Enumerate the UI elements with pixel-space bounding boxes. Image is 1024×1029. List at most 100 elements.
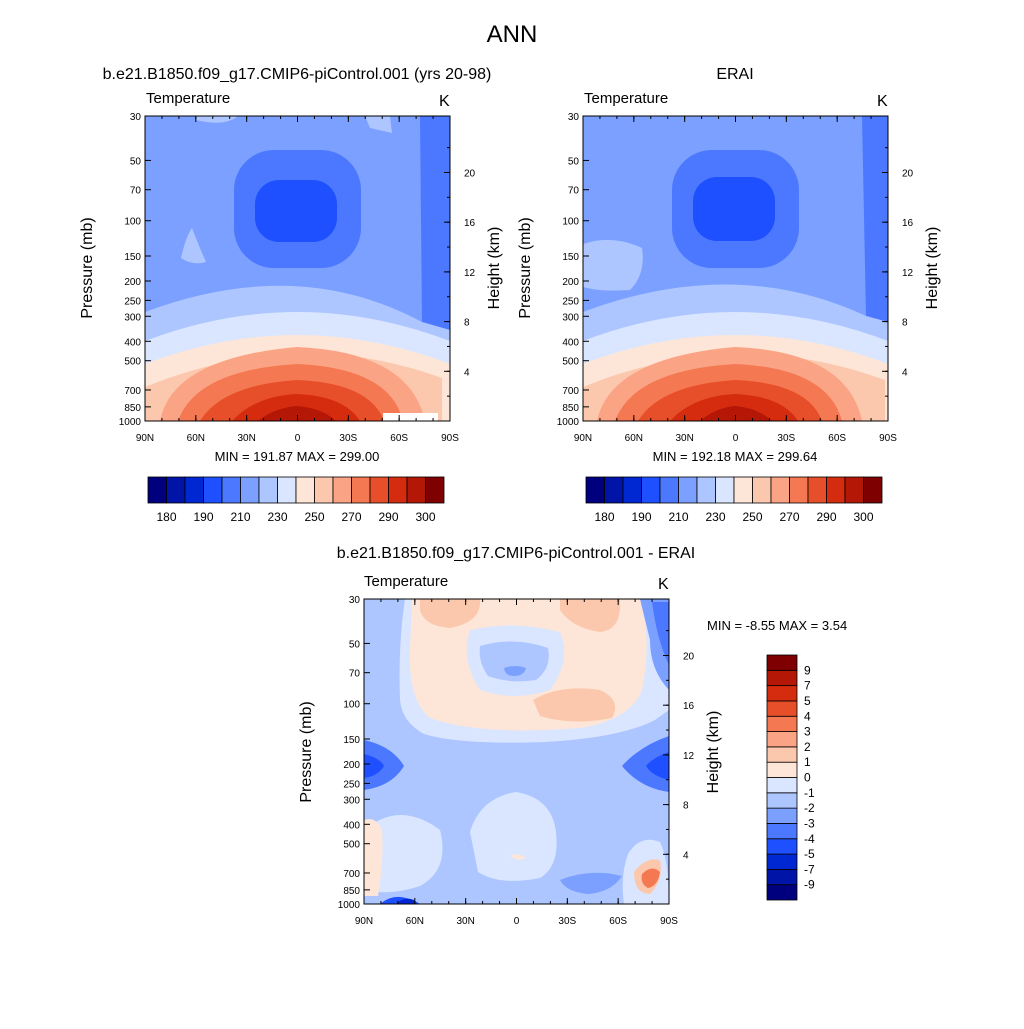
colorbar-box [766, 654, 798, 671]
x-tick-label: 30N [237, 433, 255, 444]
y-tick-label: 300 [343, 795, 360, 806]
colorbar-label: 270 [341, 510, 361, 524]
panel-diff: b.e21.B1850.f09_g17.CMIP6-piControl.001 … [298, 545, 847, 927]
y-tick-label: 1000 [557, 417, 580, 428]
y-tick-label: 1000 [338, 900, 361, 911]
y2-tick-label: 20 [464, 168, 476, 179]
y2-tick-label: 12 [902, 268, 914, 279]
y-tick-label: 70 [568, 186, 580, 197]
y-tick-label: 200 [343, 760, 360, 771]
y2-tick-label: 12 [464, 268, 476, 279]
colorbar-box [766, 746, 798, 763]
panel-title: ERAI [716, 66, 753, 83]
x-tick-label: 90N [355, 916, 373, 927]
colorbar-box [766, 731, 798, 748]
x-tick-label: 60N [406, 916, 424, 927]
units-label: K [877, 93, 888, 110]
colorbar-box [770, 476, 790, 504]
y2-tick-label: 20 [902, 168, 914, 179]
colorbar-box [766, 700, 798, 717]
y2-axis-label: Height (km) [486, 227, 503, 310]
y-tick-label: 30 [349, 595, 361, 606]
colorbar-label: 210 [230, 510, 250, 524]
colorbar-box [240, 476, 260, 504]
y-axis-label: Pressure (mb) [517, 217, 534, 318]
contour-field [364, 599, 669, 904]
colorbar-box [585, 476, 605, 504]
colorbar-box [766, 807, 798, 824]
y2-axis-label: Height (km) [924, 227, 941, 310]
colorbar-label: -1 [804, 786, 815, 800]
colorbar-box [678, 476, 698, 504]
y2-tick-label: 4 [683, 850, 689, 861]
colorbar-box [715, 476, 735, 504]
y2-tick-label: 8 [902, 318, 908, 329]
colorbar-label: 180 [156, 510, 176, 524]
y-axis-label: Pressure (mb) [298, 701, 315, 802]
axes: 90N 60N 30N 0 30S 60S 90S 30 50 70 100 150 200 250 300… [557, 112, 914, 444]
axes: 90N 60N 30N 0 30S 60S 90S 30 50 70 100 150 200 250 300… [119, 112, 476, 444]
panel-model: b.e21.B1850.f09_g17.CMIP6-piControl.001 … [79, 66, 503, 524]
colorbar-box [766, 685, 798, 702]
colorbar-box [733, 476, 753, 504]
y2-tick-label: 4 [902, 367, 908, 378]
y-tick-label: 700 [562, 386, 579, 397]
y2-tick-label: 8 [464, 318, 470, 329]
y-tick-label: 70 [130, 186, 142, 197]
y-tick-label: 200 [124, 277, 141, 288]
colorbar-label: 250 [742, 510, 762, 524]
colorbar-box [425, 476, 445, 504]
colorbar-label: 210 [668, 510, 688, 524]
colorbar-label: 5 [804, 694, 811, 708]
colorbar-box [147, 476, 167, 504]
colorbar-label: 250 [304, 510, 324, 524]
x-tick-label: 90S [660, 916, 678, 927]
y-tick-label: 1000 [119, 417, 142, 428]
stats-label: MIN = 192.18 MAX = 299.64 [653, 449, 818, 464]
colorbar: 9 754 321 0-1-2-3 -4-5-7 -9 [766, 654, 815, 901]
colorbar-box [766, 823, 798, 840]
colorbar-box [826, 476, 846, 504]
colorbar-box [406, 476, 426, 504]
colorbar-label: -3 [804, 816, 815, 830]
colorbar-label: -9 [804, 878, 815, 892]
colorbar-box [766, 884, 798, 901]
x-tick-label: 0 [514, 916, 520, 927]
colorbar-box [766, 761, 798, 778]
page-title: ANN [487, 21, 538, 48]
contour-field [583, 116, 888, 421]
y-tick-label: 300 [562, 312, 579, 323]
y-tick-label: 400 [562, 337, 579, 348]
panel-title: b.e21.B1850.f09_g17.CMIP6-piControl.001 … [337, 545, 695, 562]
colorbar-label: 190 [193, 510, 213, 524]
colorbar-box [184, 476, 204, 504]
colorbar-label: 290 [378, 510, 398, 524]
y2-tick-label: 4 [464, 367, 470, 378]
axes: 90N 60N 30N 0 30S 60S 90S 30 50 70 100 150 200 250 300… [338, 595, 695, 927]
colorbar-label: 300 [853, 510, 873, 524]
y2-tick-label: 16 [683, 701, 695, 712]
colorbar: 180 190 210 230 250 270 290 300 [147, 476, 445, 524]
y2-tick-label: 8 [683, 801, 689, 812]
x-tick-label: 90S [441, 433, 459, 444]
colorbar-box [622, 476, 642, 504]
colorbar-box [258, 476, 278, 504]
x-tick-label: 90N [574, 433, 592, 444]
y-tick-label: 100 [124, 217, 141, 228]
y2-tick-label: 20 [683, 651, 695, 662]
y-tick-label: 400 [343, 820, 360, 831]
y-tick-label: 700 [124, 386, 141, 397]
y-tick-label: 30 [568, 112, 580, 123]
panel-title: b.e21.B1850.f09_g17.CMIP6-piControl.001 … [103, 66, 492, 83]
colorbar-label: 230 [705, 510, 725, 524]
y-tick-label: 50 [130, 156, 142, 167]
y-tick-label: 400 [124, 337, 141, 348]
x-tick-label: 0 [733, 433, 739, 444]
x-tick-label: 0 [295, 433, 301, 444]
variable-label: Temperature [364, 573, 448, 590]
variable-label: Temperature [584, 90, 668, 107]
colorbar-label: -7 [804, 862, 815, 876]
colorbar-label: 7 [804, 679, 811, 693]
y-axis-label: Pressure (mb) [79, 217, 96, 318]
y2-tick-label: 16 [902, 218, 914, 229]
